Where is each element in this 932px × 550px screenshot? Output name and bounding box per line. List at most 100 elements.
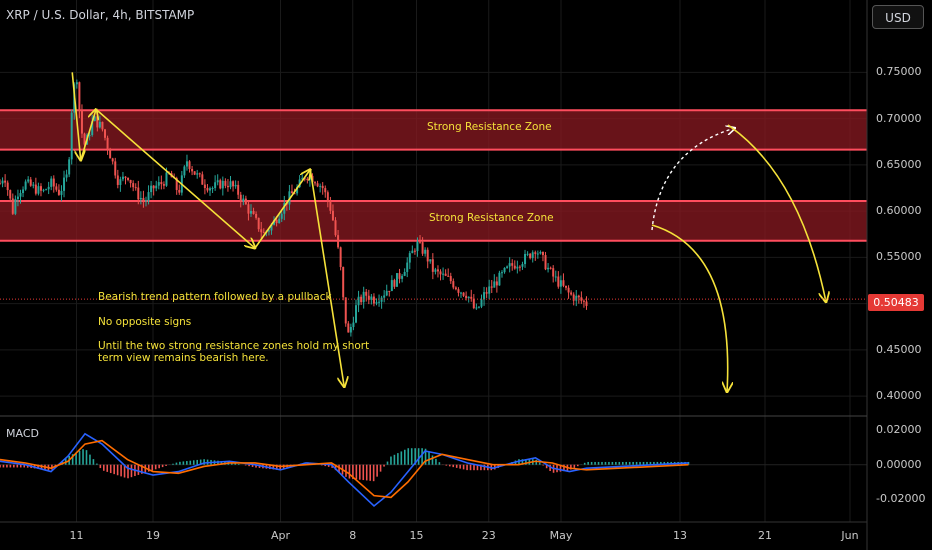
candle-body: [483, 292, 486, 300]
time-tick-label: 23: [481, 529, 496, 542]
candle-body: [411, 250, 414, 254]
candle-body: [539, 251, 542, 254]
candle-body: [9, 190, 12, 199]
candle-body: [255, 213, 258, 218]
candle-body: [4, 180, 7, 183]
annotation-line-3: Until the two strong resistance zones ho…: [98, 340, 370, 352]
candle-body: [178, 189, 181, 193]
candle-body: [75, 82, 78, 85]
candle-body: [388, 290, 391, 292]
macd-label: MACD: [6, 427, 39, 440]
candle-body: [129, 179, 132, 184]
chart-title: XRP / U.S. Dollar, 4h, BITSTAMP: [6, 8, 195, 22]
candle-body: [106, 137, 109, 150]
candle-body: [536, 253, 539, 255]
candle-body: [157, 182, 160, 186]
time-tick-label: 15: [409, 529, 424, 542]
trend-arrow: [309, 169, 344, 387]
candle-body: [472, 298, 475, 309]
candle-body: [52, 178, 55, 187]
time-tick-label: 13: [673, 529, 687, 542]
candle-body: [452, 281, 455, 288]
candle-body: [83, 133, 86, 145]
candle-body: [360, 296, 363, 303]
price-tick-label: 0.65000: [876, 157, 922, 171]
candle-body: [229, 181, 232, 188]
candle-body: [349, 326, 352, 333]
candle-body: [55, 186, 58, 190]
candle-body: [567, 287, 570, 293]
resistance-zones: [0, 109, 867, 242]
candle-body: [485, 292, 488, 294]
candle-body: [165, 172, 168, 186]
candle-body: [490, 286, 493, 288]
time-tick-label: 8: [349, 529, 357, 542]
candle-body: [518, 266, 521, 268]
trend-arrow: [79, 109, 96, 161]
candle-body: [27, 179, 30, 182]
candle-body: [132, 183, 135, 188]
candle-body: [216, 180, 219, 183]
candle-body: [424, 249, 427, 254]
candle-body: [270, 224, 273, 231]
trend-arrow: [71, 72, 81, 160]
candle-body: [372, 296, 375, 304]
candle-body: [552, 268, 555, 277]
candle-body: [70, 112, 73, 160]
candle-body: [531, 252, 534, 259]
candle-body: [262, 232, 265, 234]
candle-body: [267, 230, 270, 232]
candle-body: [408, 253, 411, 263]
candle-body: [352, 322, 355, 327]
price-tick-label: 0.40000: [876, 389, 922, 403]
candle-body: [29, 179, 32, 186]
annotation-arrows: [71, 72, 826, 392]
candle-body: [321, 185, 324, 189]
candle-body: [565, 285, 568, 288]
currency-button[interactable]: USD: [872, 5, 924, 29]
candle-body: [326, 192, 329, 202]
candle-body: [14, 199, 17, 214]
candle-body: [439, 271, 442, 275]
candle-body: [444, 273, 447, 276]
macd-tick-label: 0.00000: [876, 457, 922, 471]
candle-body: [221, 180, 224, 189]
zone-label-upper: Strong Resistance Zone: [427, 121, 552, 133]
candle-body: [1, 180, 4, 184]
candle-body: [260, 229, 263, 233]
candle-body: [524, 253, 527, 265]
trend-arrow: [254, 170, 310, 249]
price-tick-label: 0.45000: [876, 342, 922, 356]
candle-body: [80, 110, 83, 134]
candle-body: [329, 201, 332, 211]
candle-body: [45, 189, 48, 191]
time-tick-label: Apr: [270, 529, 291, 542]
time-tick-label: May: [549, 529, 573, 542]
candle-body: [198, 173, 201, 175]
trend-arrow: [95, 108, 255, 248]
candle-body: [534, 252, 537, 254]
candle-body: [516, 266, 519, 269]
candle-body: [206, 187, 209, 191]
candle-body: [239, 194, 242, 202]
candle-body: [111, 158, 114, 162]
candle-body: [252, 211, 255, 214]
candle-body: [104, 129, 107, 138]
candle-body: [559, 280, 562, 287]
candle-body: [280, 213, 283, 219]
candle-body: [319, 185, 322, 187]
candle-body: [421, 242, 424, 254]
candle-body: [521, 264, 524, 267]
candle-body: [467, 296, 470, 299]
candle-body: [162, 184, 165, 186]
candle-body: [370, 296, 373, 300]
candle-body: [134, 187, 137, 189]
candle-body: [447, 275, 450, 277]
annotation-line-2: No opposite signs: [98, 316, 192, 328]
candle-body: [334, 220, 337, 236]
candle-body: [375, 302, 378, 304]
candle-body: [493, 281, 496, 288]
candle-body: [357, 296, 360, 306]
candle-body: [0, 183, 1, 185]
